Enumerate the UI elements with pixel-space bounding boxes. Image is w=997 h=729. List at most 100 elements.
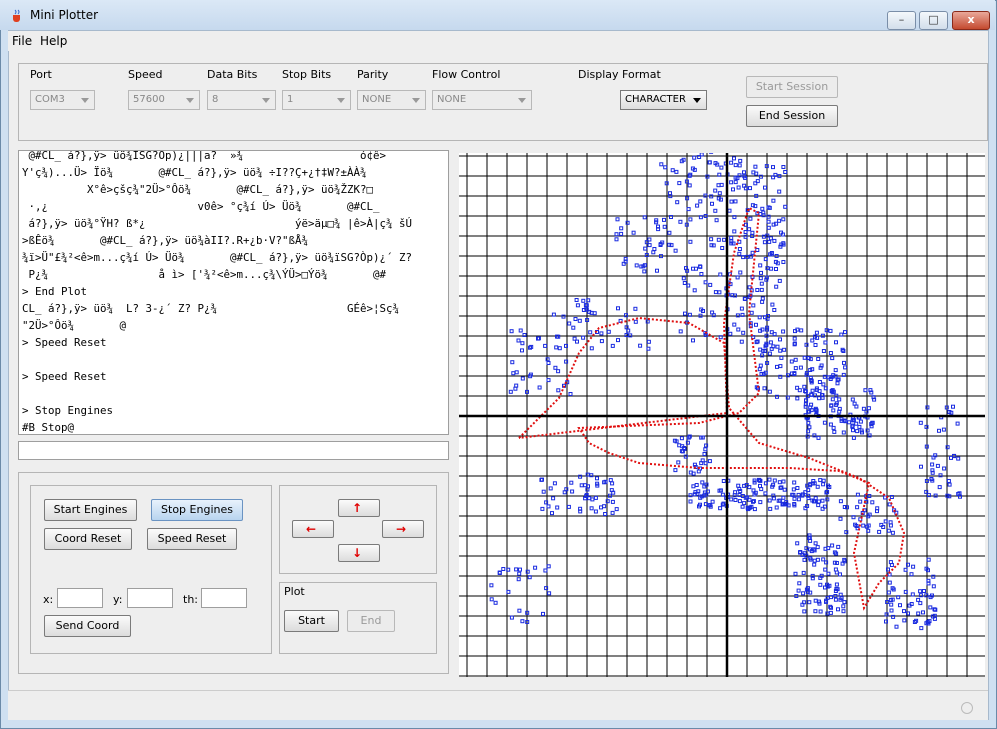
scan-point bbox=[577, 318, 582, 323]
scan-point bbox=[810, 367, 815, 372]
scan-point bbox=[806, 493, 811, 498]
move-right-button[interactable]: → bbox=[382, 520, 424, 538]
scan-point bbox=[778, 364, 783, 369]
move-up-button[interactable]: ↑ bbox=[338, 499, 380, 517]
start-session-button[interactable]: Start Session bbox=[746, 76, 838, 98]
scan-point bbox=[555, 505, 560, 510]
resize-grip-icon[interactable] bbox=[961, 702, 973, 714]
stop-engines-button[interactable]: Stop Engines bbox=[151, 499, 243, 521]
scan-point bbox=[778, 485, 783, 490]
scan-point bbox=[926, 578, 931, 583]
scan-point bbox=[819, 363, 824, 368]
scan-point bbox=[678, 329, 683, 334]
scan-point bbox=[643, 246, 648, 251]
scan-point bbox=[842, 360, 846, 365]
scan-point bbox=[911, 564, 916, 569]
menu-help[interactable]: Help bbox=[40, 34, 68, 48]
menu-file[interactable]: File bbox=[12, 34, 33, 48]
scan-point bbox=[829, 595, 833, 600]
start-engines-button[interactable]: Start Engines bbox=[44, 499, 137, 521]
speed-reset-button[interactable]: Speed Reset bbox=[147, 528, 237, 550]
scan-point bbox=[540, 506, 545, 511]
title-bar[interactable]: Mini Plotter – □ x bbox=[0, 0, 995, 30]
close-button[interactable]: x bbox=[952, 11, 990, 30]
minimize-button[interactable]: – bbox=[887, 11, 916, 30]
scan-point bbox=[655, 268, 659, 273]
scan-point bbox=[709, 237, 714, 242]
coord-reset-button[interactable]: Coord Reset bbox=[44, 528, 132, 550]
scan-point bbox=[865, 428, 870, 433]
scan-point bbox=[735, 313, 740, 318]
scan-point bbox=[736, 327, 741, 332]
x-input[interactable] bbox=[57, 588, 103, 608]
scan-point bbox=[795, 385, 800, 390]
display-format-select[interactable]: CHARACTER bbox=[620, 90, 707, 110]
chevron-down-icon bbox=[337, 98, 345, 103]
move-left-button[interactable]: ← bbox=[292, 520, 334, 538]
scan-point bbox=[758, 363, 763, 368]
stop-bits-select[interactable]: 1 bbox=[282, 90, 351, 110]
scan-point bbox=[778, 337, 782, 342]
scan-point bbox=[525, 389, 529, 394]
scan-point bbox=[757, 315, 762, 320]
y-input[interactable] bbox=[127, 588, 173, 608]
scan-point bbox=[748, 293, 753, 298]
scan-point bbox=[945, 493, 950, 498]
scan-point bbox=[677, 181, 682, 186]
scan-point bbox=[924, 593, 929, 598]
scan-point bbox=[857, 424, 862, 429]
scan-point bbox=[663, 165, 668, 170]
end-session-button[interactable]: End Session bbox=[746, 105, 838, 127]
scan-point bbox=[786, 503, 791, 508]
scan-point bbox=[793, 571, 798, 576]
scan-point bbox=[767, 477, 772, 482]
scan-point bbox=[711, 313, 716, 318]
scan-point bbox=[785, 395, 790, 400]
scan-point bbox=[824, 490, 829, 495]
scan-point bbox=[834, 586, 839, 591]
scan-point bbox=[740, 494, 745, 498]
maximize-button[interactable]: □ bbox=[919, 11, 948, 30]
command-input[interactable] bbox=[18, 441, 449, 460]
scan-point bbox=[758, 500, 763, 505]
scan-point bbox=[732, 229, 737, 234]
scan-point bbox=[668, 191, 672, 196]
scan-point bbox=[833, 594, 838, 598]
scan-point bbox=[698, 313, 703, 318]
parity-select[interactable]: NONE bbox=[357, 90, 426, 110]
move-down-button[interactable]: ↓ bbox=[338, 544, 380, 562]
scan-point bbox=[751, 499, 756, 504]
scan-point bbox=[808, 590, 813, 595]
scan-point bbox=[808, 375, 813, 380]
scan-point bbox=[804, 553, 809, 558]
scan-point bbox=[861, 523, 866, 528]
scan-point bbox=[551, 496, 556, 501]
scan-point bbox=[769, 266, 774, 271]
scan-point bbox=[823, 386, 828, 391]
plot-panel-title: Plot bbox=[284, 585, 305, 598]
scan-point bbox=[817, 396, 822, 401]
plot-canvas[interactable] bbox=[459, 153, 985, 677]
scan-point bbox=[866, 406, 871, 411]
data-bits-select[interactable]: 8 bbox=[207, 90, 276, 110]
scan-point bbox=[850, 424, 855, 429]
console-output[interactable]: @#CL_ á?},ÿ> üö¾ISG?Op)¿|||a? »¾ ó¢ê> Y'… bbox=[18, 150, 449, 435]
send-coord-button[interactable]: Send Coord bbox=[44, 615, 131, 637]
scan-point bbox=[952, 454, 956, 459]
scan-point bbox=[903, 589, 908, 594]
scan-point bbox=[888, 520, 893, 525]
scan-point bbox=[816, 435, 821, 440]
scan-point bbox=[800, 493, 805, 498]
scan-point bbox=[525, 569, 530, 574]
scan-point bbox=[886, 528, 891, 533]
plot-start-button[interactable]: Start bbox=[284, 610, 339, 632]
speed-select[interactable]: 57600 bbox=[128, 90, 200, 110]
scan-point bbox=[644, 240, 649, 245]
scan-point bbox=[823, 340, 828, 345]
theta-input[interactable] bbox=[201, 588, 247, 608]
scan-point bbox=[821, 478, 826, 483]
flow-control-select[interactable]: NONE bbox=[432, 90, 532, 110]
plot-end-button[interactable]: End bbox=[347, 610, 395, 632]
port-select[interactable]: COM3 bbox=[30, 90, 95, 110]
scan-point bbox=[803, 402, 808, 407]
